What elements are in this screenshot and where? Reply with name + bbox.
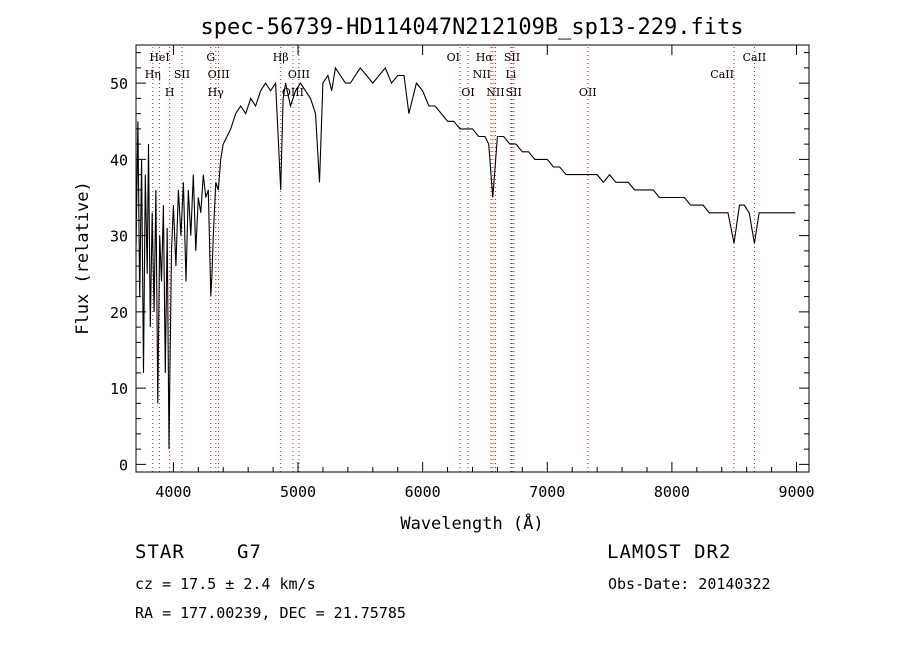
spectral-line-label: CaII [743,51,767,64]
spectral-line-label: OIII [208,68,230,81]
spectral-line-label: Hα [476,51,494,64]
y-tick-label: 40 [110,151,128,169]
object-type: STAR [135,541,185,563]
x-tick-label: 9000 [778,483,814,501]
spectral-line-label: OI [461,86,474,99]
y-tick-label: 50 [110,75,128,93]
x-tick-label: 6000 [405,483,441,501]
spectral-subclass: G7 [237,541,262,563]
y-tick-label: 10 [110,380,128,398]
spectrum-series-line [135,66,796,450]
chart-title: spec-56739-HD114047N212109B_sp13-229.fit… [200,15,743,40]
x-tick-label: 8000 [654,483,690,501]
spectral-line-label: SII [506,86,522,99]
redshift-text: cz = 17.5 ± 2.4 km/s [135,575,316,593]
obs-date-text: Obs-Date: 20140322 [608,575,771,593]
spectral-line-label: HeI [149,51,169,64]
y-axis-label: Flux (relative) [73,181,93,335]
spectral-line-label: Hγ [208,86,225,99]
y-tick-label: 30 [110,228,128,246]
y-tick-label: 20 [110,304,128,322]
y-tick-label: 0 [119,456,128,474]
x-axis-label: Wavelength (Å) [400,512,543,534]
spectral-line-label: CaII [710,68,734,81]
x-tick-label: 7000 [529,483,565,501]
plot-frame [135,44,810,473]
spectral-line-label: OII [579,86,597,99]
survey-name: LAMOST DR2 [607,541,732,563]
spectral-line-label: NII [486,86,504,99]
coordinates-text: RA = 177.00239, DEC = 21.75785 [135,604,406,622]
spectral-line-label: Hβ [273,51,289,64]
spectral-line-label: H [165,86,175,99]
x-tick-label: 4000 [155,483,191,501]
spectral-line-label: NII [473,68,491,81]
spectral-line-label: OI [447,51,460,64]
x-tick-label: 5000 [280,483,316,501]
spectral-line-label: SII [504,51,520,64]
spectral-line-label: Hη [145,68,161,81]
spectral-line-label: G [206,51,215,64]
spectral-line-label: OIII [288,68,310,81]
spectral-line-label: Li [505,68,516,81]
spectral-line-label: OIII [282,86,304,99]
spectral-line-label: SII [174,68,190,81]
